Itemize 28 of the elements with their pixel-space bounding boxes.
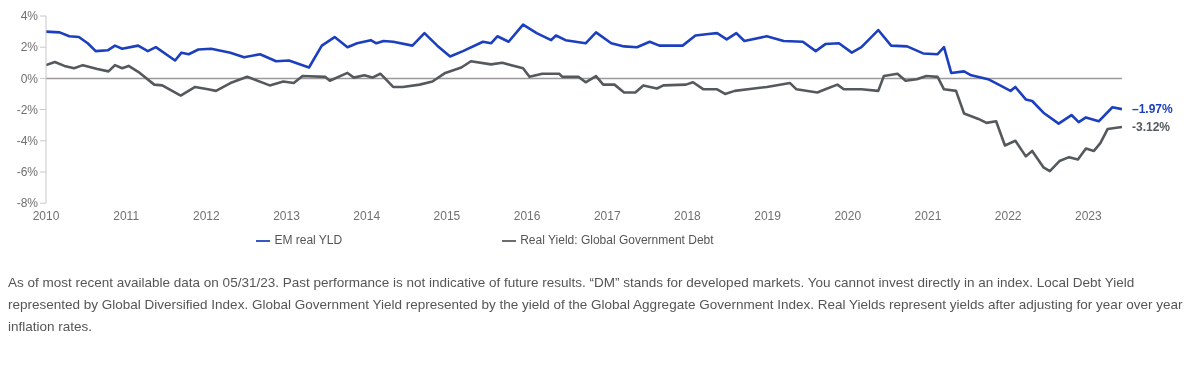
x-tick-label: 2022 <box>994 208 1022 223</box>
annotation: -3.12% <box>1132 120 1171 135</box>
y-tick-label: 0% <box>20 71 39 86</box>
x-tick-label: 2010 <box>32 208 60 223</box>
x-tick-label: 2019 <box>754 208 782 223</box>
line-series <box>46 23 1122 125</box>
x-tick-label: 2020 <box>834 208 862 223</box>
y-tick-label: -2% <box>16 102 39 117</box>
x-tick-label: 2014 <box>353 208 381 223</box>
x-tick-label: 2023 <box>1074 208 1102 223</box>
x-tick-label: 2016 <box>513 208 541 223</box>
y-tick-label: 4% <box>20 9 39 24</box>
x-tick-label: 2011 <box>113 208 140 223</box>
y-tick-label: -4% <box>16 134 39 149</box>
y-tick-label: 2% <box>20 40 39 55</box>
x-tick-label: 2012 <box>193 208 221 223</box>
text: As of most recent available data on 05/31/23. Past performance is not indicative of future results. “DM” stands for developed markets. You cannot invest directly in an index. Local Debt Yield represented by Global Diversified Index. Global Government Yield represented by the yield of the Global Aggregate Government Index. Real Yields represent yields after adjusting for year over year inflation rates. <box>8 274 1184 336</box>
line-series <box>46 59 1122 173</box>
x-tick-label: 2015 <box>433 208 461 223</box>
x-tick-label: 2021 <box>914 208 942 223</box>
legend-label: Real Yield: Global Government Debt <box>520 233 714 248</box>
x-tick-label: 2013 <box>273 208 301 223</box>
x-tick-label: 2017 <box>593 208 621 223</box>
annotation: –1.97% <box>1132 102 1174 117</box>
legend-label: EM real YLD <box>274 233 343 248</box>
x-tick-label: 2018 <box>674 208 702 223</box>
y-tick-label: -8% <box>16 196 39 211</box>
y-tick-label: -6% <box>16 165 39 180</box>
